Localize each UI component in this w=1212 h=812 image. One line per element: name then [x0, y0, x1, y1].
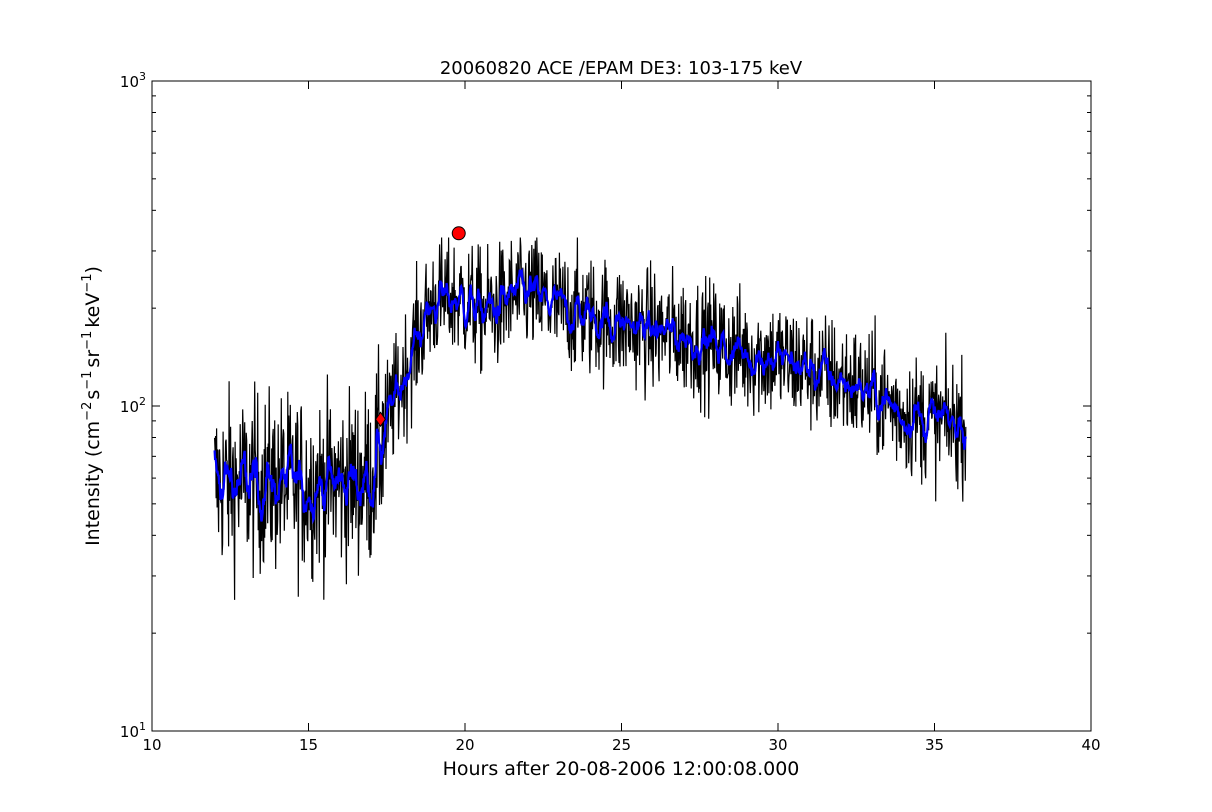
y-axis-label: Intensity (cm−2s−1sr−1keV−1) — [80, 266, 104, 546]
y-axis-ticks: 101 102 103 — [120, 70, 1091, 741]
x-tick-label: 40 — [1081, 736, 1100, 754]
x-tick-label: 10 — [142, 736, 161, 754]
plot-area — [213, 226, 967, 600]
peak-marker-circle — [451, 226, 466, 241]
smoothed-intensity-line — [213, 267, 967, 525]
y-tick-label: 102 — [120, 395, 146, 416]
x-axis-ticks: 10 15 20 25 30 35 40 — [142, 81, 1101, 754]
x-tick-label: 25 — [612, 736, 631, 754]
chart-title: 20060820 ACE /EPAM DE3: 103-175 keV — [440, 58, 803, 79]
raw-intensity-line — [214, 237, 967, 600]
x-tick-label: 30 — [768, 736, 787, 754]
y-tick-label: 101 — [120, 720, 146, 741]
y-tick-label: 103 — [120, 70, 146, 91]
x-axis-label: Hours after 20-08-2006 12:00:08.000 — [443, 758, 800, 780]
x-tick-label: 35 — [925, 736, 944, 754]
x-tick-label: 20 — [455, 736, 474, 754]
x-tick-label: 15 — [299, 736, 318, 754]
onset-marker-diamond — [374, 411, 387, 428]
